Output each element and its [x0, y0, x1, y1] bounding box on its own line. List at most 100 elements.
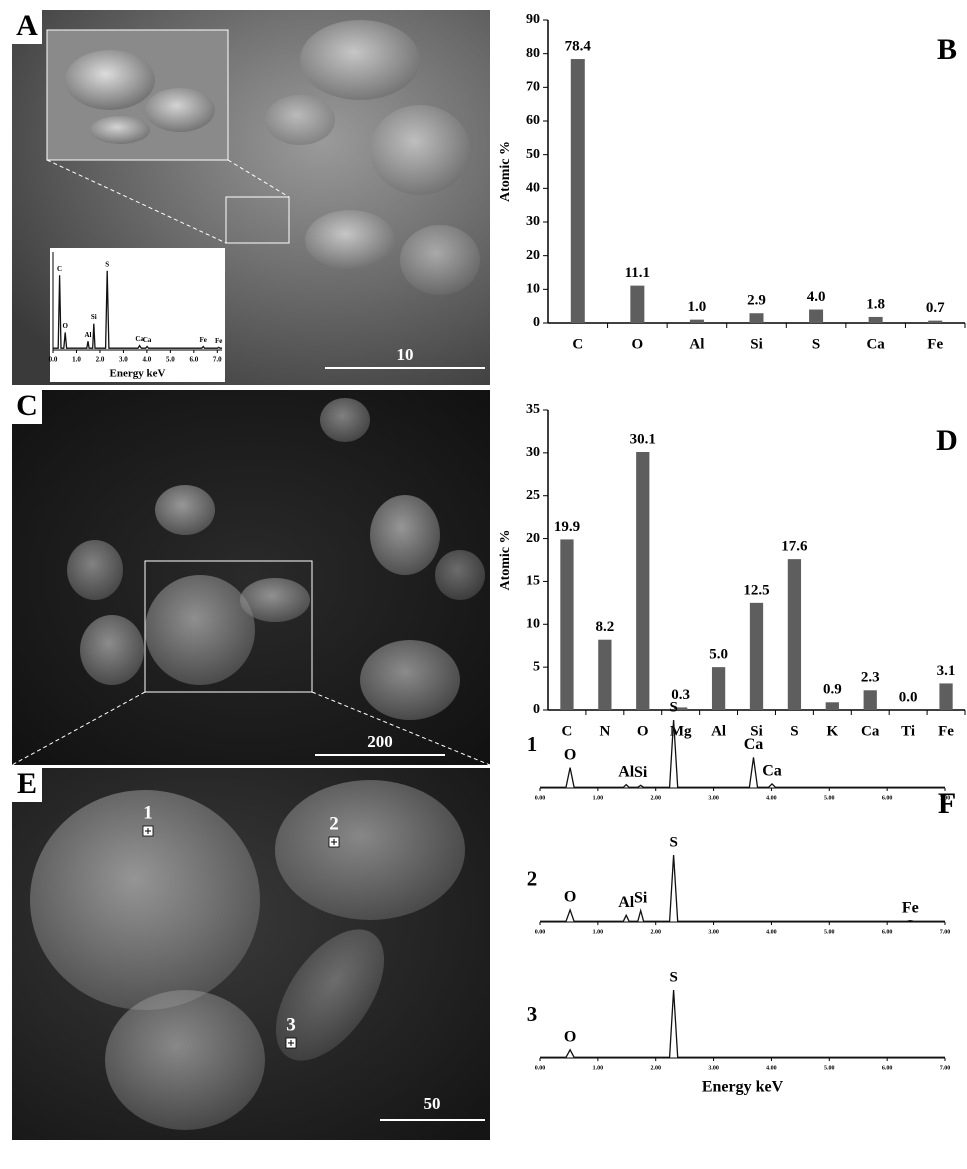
x-tick-label: 4.00 [766, 795, 777, 801]
value-label: 19.9 [554, 519, 580, 535]
x-tick-label: O [637, 723, 649, 739]
x-tick-label: Ca [861, 723, 880, 739]
spectrum-line [540, 990, 945, 1057]
peak-label: O [564, 746, 576, 763]
x-tick-label: Ca [866, 336, 885, 352]
bar [869, 317, 883, 323]
scale-bar-label: 50 [424, 1094, 441, 1113]
bar [939, 683, 952, 710]
y-tick-label: 10 [526, 617, 540, 632]
spectrum-name: 3 [527, 1002, 538, 1026]
x-tick-label: 5.0 [166, 356, 175, 364]
value-label: 11.1 [625, 265, 650, 281]
x-tick-label: K [826, 723, 838, 739]
peak-label: S [669, 699, 677, 715]
x-tick-label: 3.00 [708, 1065, 719, 1071]
peak-label: C [57, 265, 62, 273]
peak-label: Fe [200, 336, 207, 344]
value-label: 2.3 [861, 670, 880, 686]
value-label: 12.5 [743, 582, 769, 598]
peak-label: Fe [902, 899, 919, 916]
peak-label: Ca [762, 763, 782, 780]
x-tick-label: 6.0 [189, 356, 198, 364]
peak-label: Si [91, 313, 97, 321]
y-axis-label: Atomic % [498, 141, 513, 202]
value-label: 4.0 [807, 289, 826, 305]
x-tick-label: N [599, 723, 610, 739]
scale-bar-label: 200 [367, 732, 393, 751]
value-label: 30.1 [630, 431, 656, 447]
y-tick-label: 0 [533, 702, 540, 717]
peak-label: Al [84, 331, 91, 339]
y-axis-label: Atomic % [498, 529, 513, 590]
x-tick-label: 2.0 [96, 356, 105, 364]
y-tick-label: 10 [526, 282, 540, 297]
x-tick-label: 4.00 [766, 929, 777, 935]
spot-label: 3 [286, 1014, 296, 1035]
x-tick-label: 2.00 [650, 1065, 661, 1071]
x-tick-label: Al [711, 723, 726, 739]
x-axis-label: Energy keV [702, 1079, 784, 1096]
spectrum-name: 1 [527, 732, 538, 756]
value-label: 1.0 [688, 299, 707, 315]
peak-label: S [669, 834, 677, 850]
x-tick-label: 0.0 [49, 356, 58, 364]
y-tick-label: 90 [526, 12, 540, 27]
y-tick-label: 20 [526, 531, 540, 546]
peak-label: Ca [143, 336, 152, 344]
x-tick-label: 5.00 [824, 1065, 835, 1071]
bar [571, 59, 585, 323]
spectrum-line [540, 855, 945, 921]
x-tick-label: 1.0 [72, 356, 81, 364]
y-tick-label: 25 [526, 488, 540, 503]
x-tick-label: 6.00 [882, 929, 893, 935]
x-tick-label: 7.00 [940, 929, 951, 935]
bar [712, 667, 725, 710]
y-tick-label: 35 [526, 402, 540, 417]
peak-label: Si [634, 764, 648, 781]
peak-label: Si [634, 889, 648, 906]
x-tick-label: 1.00 [593, 1065, 604, 1071]
x-tick-label: O [632, 336, 644, 352]
scale-bar-label: 10 [397, 345, 414, 364]
x-tick-label: 1.00 [593, 795, 604, 801]
value-label: 17.6 [781, 539, 808, 555]
panel-label: D [936, 424, 958, 457]
y-tick-label: 5 [533, 659, 540, 674]
x-tick-label: Al [689, 336, 704, 352]
y-tick-label: 30 [526, 214, 540, 229]
panel-label: F [938, 787, 956, 820]
peak-label: O [62, 322, 68, 330]
bar [826, 702, 839, 710]
x-tick-label: 0.00 [535, 929, 546, 935]
peak-label: Al [618, 763, 635, 780]
peak-label: S [105, 260, 109, 268]
value-label: 0.7 [926, 300, 945, 316]
x-tick-label: 3.0 [119, 356, 128, 364]
x-tick-label: 2.00 [650, 929, 661, 935]
y-tick-label: 70 [526, 80, 540, 95]
x-tick-label: 5.00 [824, 929, 835, 935]
y-tick-label: 50 [526, 147, 540, 162]
peak-label: Fe [215, 337, 222, 345]
x-tick-label: 7.00 [940, 795, 951, 801]
value-label: 1.8 [866, 296, 885, 312]
value-label: 3.1 [937, 663, 956, 679]
spot-label: 2 [329, 813, 339, 834]
x-tick-label: Fe [938, 723, 954, 739]
x-tick-label: Ti [901, 723, 915, 739]
x-tick-label: 0.00 [535, 1065, 546, 1071]
x-tick-label: C [562, 723, 573, 739]
x-tick-label: 7.0 [213, 356, 222, 364]
peak-label: Ca [744, 736, 764, 753]
x-tick-label: 3.00 [708, 795, 719, 801]
bar [598, 640, 611, 710]
x-tick-label: 0.00 [535, 795, 546, 801]
spot-label: 1 [143, 802, 153, 823]
x-tick-label: Fe [927, 336, 943, 352]
peak-label: S [669, 969, 677, 985]
sem-image-e [12, 768, 490, 1140]
figure: ABCDEF10200501230102030405060708090Atomi… [0, 0, 967, 1164]
bar [690, 320, 704, 323]
value-label: 0.9 [823, 682, 842, 698]
